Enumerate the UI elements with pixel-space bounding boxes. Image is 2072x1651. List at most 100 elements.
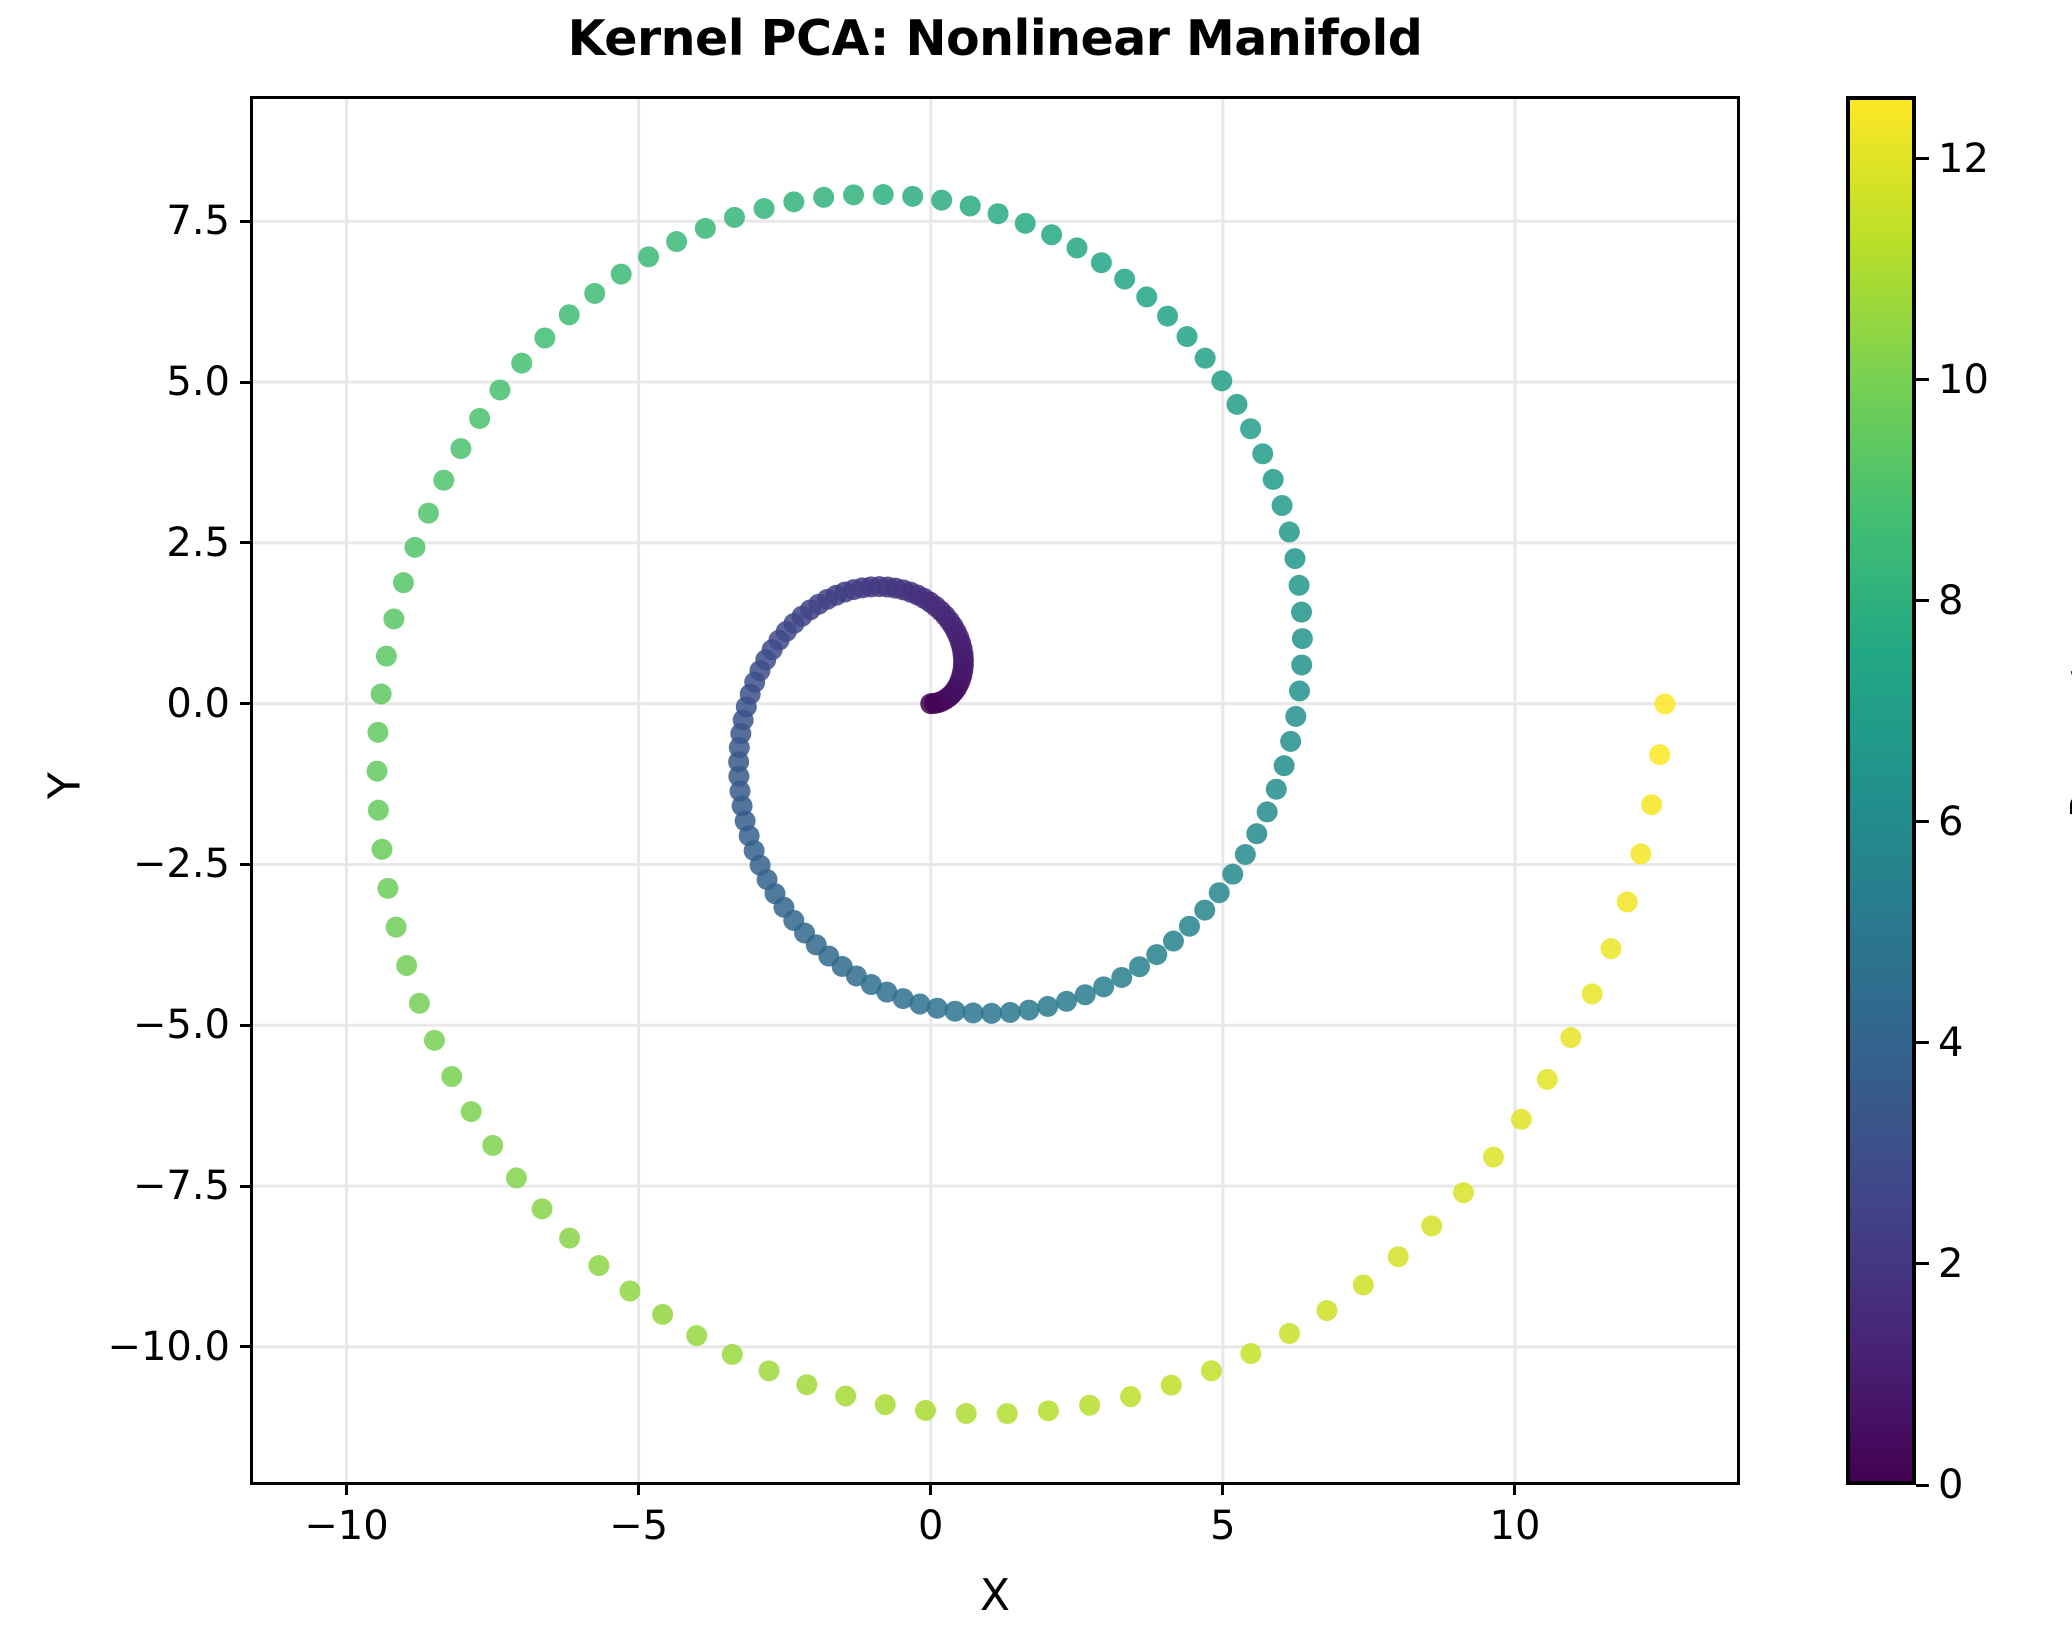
data-point (1176, 326, 1198, 348)
data-point (1284, 548, 1306, 570)
y-tick-label: 2.5 (166, 519, 230, 566)
data-point (396, 954, 418, 976)
colorbar-tick-label: 4 (1938, 1019, 1964, 1066)
data-point (996, 1403, 1018, 1425)
colorbar-tick-label: 6 (1938, 798, 1964, 845)
data-point (1194, 899, 1216, 921)
data-point (534, 327, 556, 349)
data-point (1581, 983, 1603, 1005)
data-point (441, 1065, 463, 1087)
data-point (1111, 966, 1133, 988)
data-point (1246, 823, 1268, 845)
data-point (1074, 984, 1096, 1006)
data-point (1194, 347, 1216, 369)
data-point (1200, 1360, 1222, 1382)
data-point (392, 572, 414, 594)
data-point (753, 198, 775, 220)
data-point (1146, 944, 1168, 966)
data-point (1252, 443, 1274, 465)
x-tick-label: −10 (304, 1503, 389, 1549)
colorbar-tick-label: 8 (1938, 577, 1964, 624)
data-point (666, 231, 688, 253)
data-point (1291, 654, 1313, 676)
data-point (408, 992, 430, 1014)
x-tick-label: 0 (917, 1503, 944, 1549)
data-point (404, 536, 426, 558)
data-point (1114, 268, 1136, 290)
data-point (758, 1360, 780, 1382)
data-point (433, 469, 455, 491)
data-point (1278, 521, 1300, 543)
colorbar-tick-label: 10 (1938, 356, 1989, 403)
data-point (892, 988, 914, 1010)
data-point (1288, 680, 1310, 702)
y-tick-label: 7.5 (166, 198, 230, 245)
data-point (370, 683, 392, 705)
data-point (1066, 237, 1088, 259)
x-tick-label: 10 (1489, 1503, 1541, 1549)
data-point (926, 997, 948, 1019)
data-point (860, 974, 882, 996)
data-point (1240, 418, 1262, 440)
data-point (417, 502, 439, 524)
data-point (377, 877, 399, 899)
data-point (914, 1399, 936, 1421)
data-point (1037, 1400, 1059, 1422)
data-point (1041, 224, 1063, 246)
data-point (1285, 705, 1307, 727)
data-point (469, 407, 491, 429)
data-point (783, 191, 805, 213)
data-point (981, 1002, 1003, 1024)
y-tick-label: 5.0 (166, 359, 230, 406)
data-point (1129, 956, 1150, 978)
chart-title: Kernel PCA: Nonlinear Manifold (567, 10, 1423, 67)
data-point (796, 1374, 818, 1396)
data-point (505, 1167, 527, 1189)
y-tick-mark (240, 541, 253, 545)
data-points (366, 184, 1676, 1425)
y-tick-mark (240, 702, 253, 706)
data-point (1090, 252, 1112, 274)
y-tick-mark (240, 380, 253, 384)
x-tick-label: 5 (1210, 1503, 1236, 1549)
y-tick-label: −10.0 (107, 1323, 230, 1370)
data-point (1208, 882, 1230, 904)
data-point (1265, 778, 1287, 800)
data-point (1288, 574, 1310, 596)
data-point (1616, 891, 1638, 913)
data-point (1600, 938, 1622, 960)
x-axis-label: X (979, 1570, 1011, 1621)
data-point (1280, 730, 1302, 752)
data-point (511, 352, 533, 374)
colorbar-tick-mark (1916, 1041, 1929, 1045)
data-point (559, 1227, 581, 1249)
data-point (724, 206, 745, 228)
colorbar-tick-mark (1916, 1262, 1929, 1266)
plot-area (250, 96, 1740, 1485)
data-point (1211, 370, 1233, 392)
data-point (987, 203, 1009, 225)
data-point (843, 184, 865, 206)
data-point (450, 438, 472, 460)
colorbar-tick-mark (1916, 1483, 1929, 1487)
data-point (1560, 1027, 1582, 1049)
data-point (1157, 305, 1179, 327)
data-point (1649, 744, 1671, 766)
data-point (423, 1029, 445, 1051)
data-point (1178, 915, 1200, 937)
data-point (959, 195, 981, 217)
data-point (728, 751, 750, 773)
data-point (1037, 995, 1059, 1017)
data-point (1262, 468, 1284, 490)
data-point (652, 1303, 674, 1325)
data-point (610, 263, 632, 285)
colorbar-wrap: 0 2 4 6 8 10 12 (1846, 96, 1989, 1508)
data-point (955, 1402, 977, 1424)
data-point (876, 981, 898, 1003)
data-point (1291, 601, 1312, 623)
y-tick-mark (240, 1023, 253, 1027)
data-point (366, 760, 388, 782)
data-point (558, 304, 580, 326)
data-point (1234, 843, 1256, 865)
